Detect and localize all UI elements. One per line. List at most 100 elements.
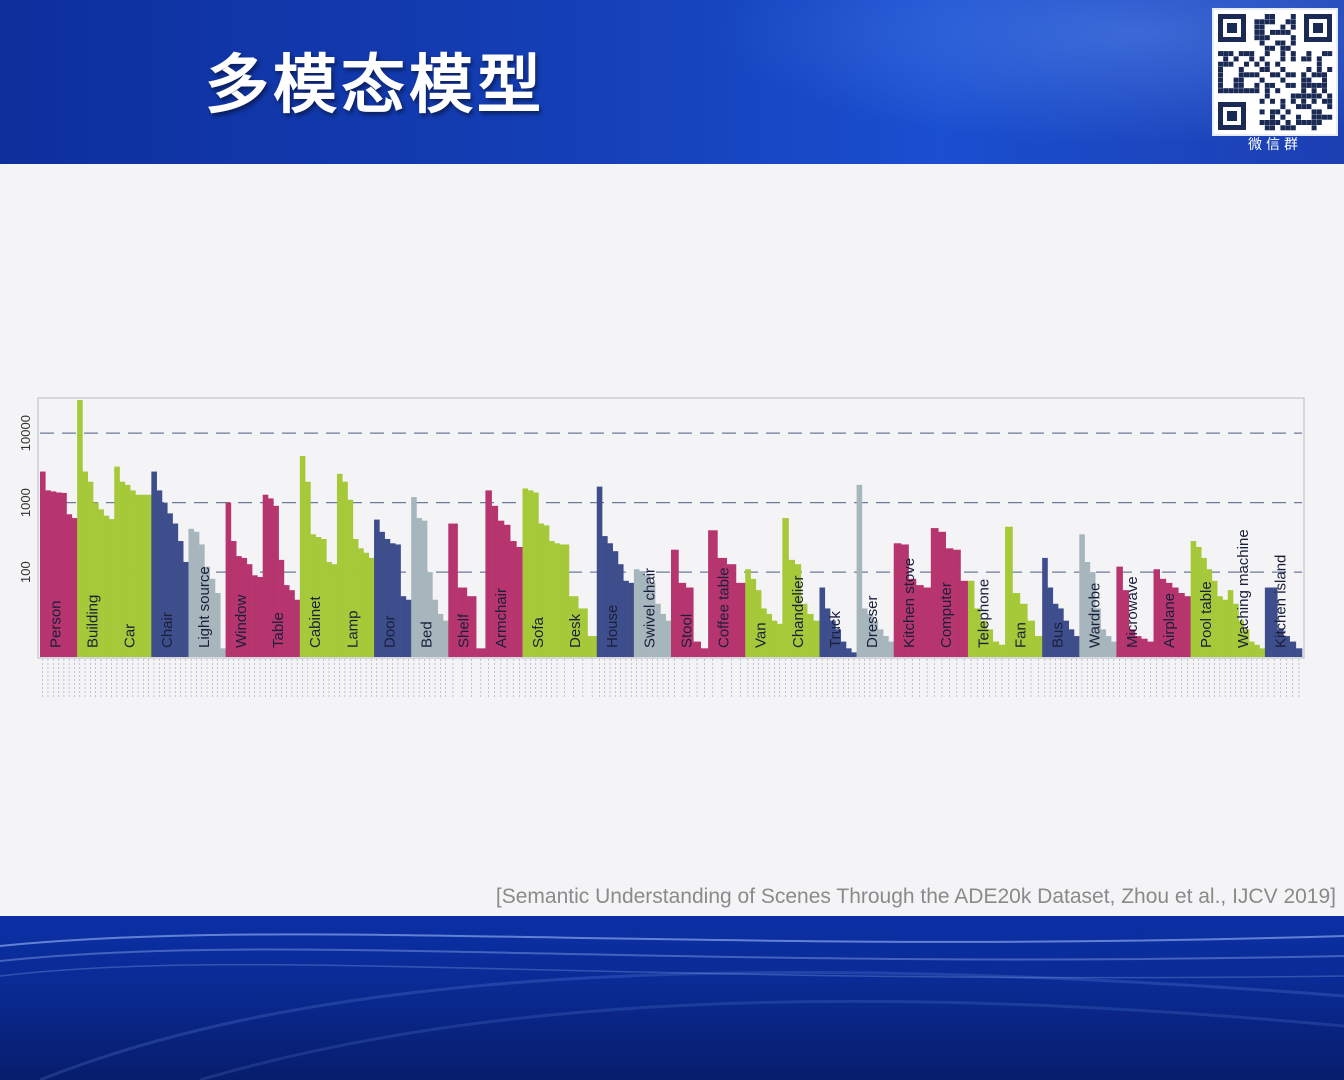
- bar-swivel-chair-4: [655, 603, 661, 657]
- bar-window-1: [230, 541, 237, 657]
- bar-swivel-chair-0: [633, 569, 640, 657]
- bar-stool-1: [678, 582, 687, 657]
- bar-chair-6: [183, 561, 189, 657]
- bar-kitchen-island-1: [1271, 587, 1278, 657]
- bar-car-3: [130, 490, 136, 657]
- bar-microwave-5: [1147, 641, 1154, 657]
- group-label: Coffee table: [716, 567, 733, 648]
- bar-van-4: [766, 613, 773, 657]
- bar-waching-machine-1: [1233, 603, 1239, 657]
- y-tick-label: 10000: [18, 415, 33, 451]
- bar-coffee-table-3: [735, 582, 746, 657]
- bar-window-3: [241, 557, 248, 657]
- bar-stool-3: [693, 641, 701, 657]
- bar-house-2: [607, 543, 613, 657]
- bar-waching-machine-2: [1238, 620, 1244, 657]
- bar-car-6: [146, 494, 152, 657]
- bar-telephone-1: [974, 608, 981, 657]
- bar-pool-table-1: [1195, 546, 1202, 657]
- bar-swivel-chair-3: [649, 582, 656, 657]
- y-tick-label: 100: [18, 561, 33, 583]
- bar-lamp-6: [368, 557, 375, 657]
- bar-wardrobe-3: [1095, 608, 1101, 657]
- group-label: Cabinet: [307, 595, 324, 648]
- bar-bed-6: [442, 620, 449, 657]
- bar-lamp-2: [347, 499, 354, 657]
- bar-telephone-0: [967, 580, 975, 657]
- bar-cabinet-4: [321, 538, 327, 657]
- bar-window-6: [257, 577, 263, 657]
- bar-kitchen-stove-0: [893, 543, 902, 657]
- bar-lamp-0: [336, 473, 343, 657]
- bar-shelf-1: [457, 587, 468, 657]
- bar-airplane-2: [1165, 582, 1173, 657]
- bar-kitchen-island-5: [1295, 648, 1303, 657]
- bar-computer-4: [960, 580, 969, 657]
- bar-desk-0: [559, 544, 570, 657]
- y-tick-label: 1000: [18, 488, 33, 517]
- bar-chair-0: [151, 471, 157, 657]
- bar-person-3: [55, 492, 62, 657]
- bar-light-source-2: [199, 544, 205, 657]
- bar-dresser-0: [856, 484, 863, 657]
- bar-chandelier-0: [782, 518, 789, 657]
- bar-house-5: [623, 580, 629, 657]
- bar-dresser-6: [888, 641, 894, 657]
- bar-light-source-6: [220, 648, 226, 657]
- bar-kitchen-stove-4: [923, 587, 932, 657]
- bar-dresser-2: [867, 613, 873, 657]
- bar-car-5: [140, 494, 147, 657]
- bar-waching-machine-0: [1227, 590, 1234, 657]
- bar-bus-0: [1042, 557, 1048, 657]
- bar-van-1: [750, 578, 757, 657]
- bar-fan-2: [1019, 603, 1028, 657]
- bar-desk-1: [568, 596, 579, 657]
- bar-kitchen-island-3: [1283, 636, 1290, 657]
- bar-pool-table-3: [1206, 569, 1213, 657]
- bar-lamp-5: [363, 552, 370, 657]
- bar-sofa-5: [549, 541, 555, 657]
- bar-lamp-1: [342, 481, 348, 657]
- bar-airplane-1: [1159, 578, 1167, 657]
- group-label: Table: [270, 612, 287, 648]
- bar-armchair-3: [503, 524, 511, 657]
- bar-door-5: [400, 596, 407, 657]
- group-label: Wardrobe: [1087, 583, 1104, 648]
- bar-house-4: [617, 564, 624, 657]
- citation: [Semantic Understanding of Scenes Throug…: [495, 885, 1336, 908]
- bar-truck-4: [840, 641, 847, 657]
- bar-van-6: [777, 623, 783, 657]
- qr-code: [1212, 8, 1338, 136]
- group-label: Armchair: [493, 588, 510, 648]
- qr-code-graphic: [1218, 14, 1333, 131]
- bar-person-0: [40, 471, 46, 657]
- bar-armchair-1: [491, 505, 499, 657]
- bar-chandelier-5: [813, 620, 820, 657]
- bar-dresser-5: [883, 636, 889, 657]
- bar-car-4: [135, 494, 142, 657]
- bar-bed-4: [432, 599, 438, 657]
- bar-car-0: [114, 466, 120, 657]
- bar-pool-table-4: [1211, 580, 1218, 657]
- bar-window-2: [236, 556, 242, 657]
- bar-microwave-4: [1141, 638, 1148, 657]
- bar-door-1: [379, 531, 385, 657]
- bar-chandelier-3: [800, 603, 808, 657]
- bar-truck-3: [835, 629, 841, 657]
- bar-truck-2: [830, 620, 836, 657]
- group-label: Truck: [827, 611, 844, 648]
- bar-building-2: [87, 481, 94, 657]
- bar-dresser-3: [872, 620, 879, 657]
- bar-window-0: [225, 502, 232, 657]
- bar-dresser-4: [877, 629, 884, 657]
- group-label: Car: [122, 624, 139, 648]
- group-label: Lamp: [344, 610, 361, 648]
- bar-swivel-chair-1: [639, 572, 645, 657]
- bar-lamp-4: [358, 548, 364, 657]
- bar-door-0: [374, 519, 380, 657]
- bar-wardrobe-1: [1084, 561, 1091, 657]
- bar-pool-table-5: [1217, 596, 1223, 657]
- group-label: Sofa: [530, 616, 547, 648]
- bar-cabinet-3: [315, 537, 322, 657]
- bar-bus-1: [1047, 587, 1054, 657]
